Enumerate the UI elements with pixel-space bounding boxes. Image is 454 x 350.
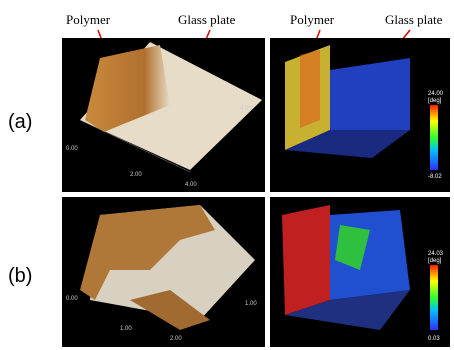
tick-label: 0.00 (66, 296, 78, 302)
colorbar-label: 0.03 (428, 336, 440, 342)
annotation: Polymer (290, 12, 335, 27)
colorbar-label: -8.02 (428, 174, 442, 180)
figure: Polymer Glass plate Polymer Glass plate … (0, 0, 454, 350)
tick-label: 1.00 (120, 326, 132, 332)
tick-label: 0.00 (66, 146, 78, 152)
annotation: Glass plate (178, 12, 236, 27)
colorbar-label: [deg] (428, 98, 442, 104)
colorbar-label: 24.03 (428, 251, 444, 257)
afm-image: 0.00 2.00 4.00 4.00 (62, 38, 265, 192)
panel-label: (b) (8, 265, 32, 287)
colorbar-label: 24.00 (428, 91, 444, 97)
phase-image: 24.00 [deg] -8.02 (270, 38, 450, 192)
tick-label: 2.00 (170, 336, 182, 342)
colorbar-label: [deg] (428, 258, 442, 264)
tick-label: 2.00 (130, 172, 142, 178)
tick-label: 1.00 (245, 301, 257, 307)
tick-label: 4.00 (240, 106, 252, 112)
tick-label: 4.00 (185, 182, 197, 188)
annotation: Glass plate (385, 12, 443, 27)
phase-image: 24.03 [deg] 0.03 (270, 197, 450, 347)
annotation: Polymer (66, 12, 111, 27)
panel-label: (a) (8, 111, 32, 133)
afm-image: 0.00 1.00 2.00 1.00 (62, 197, 265, 347)
